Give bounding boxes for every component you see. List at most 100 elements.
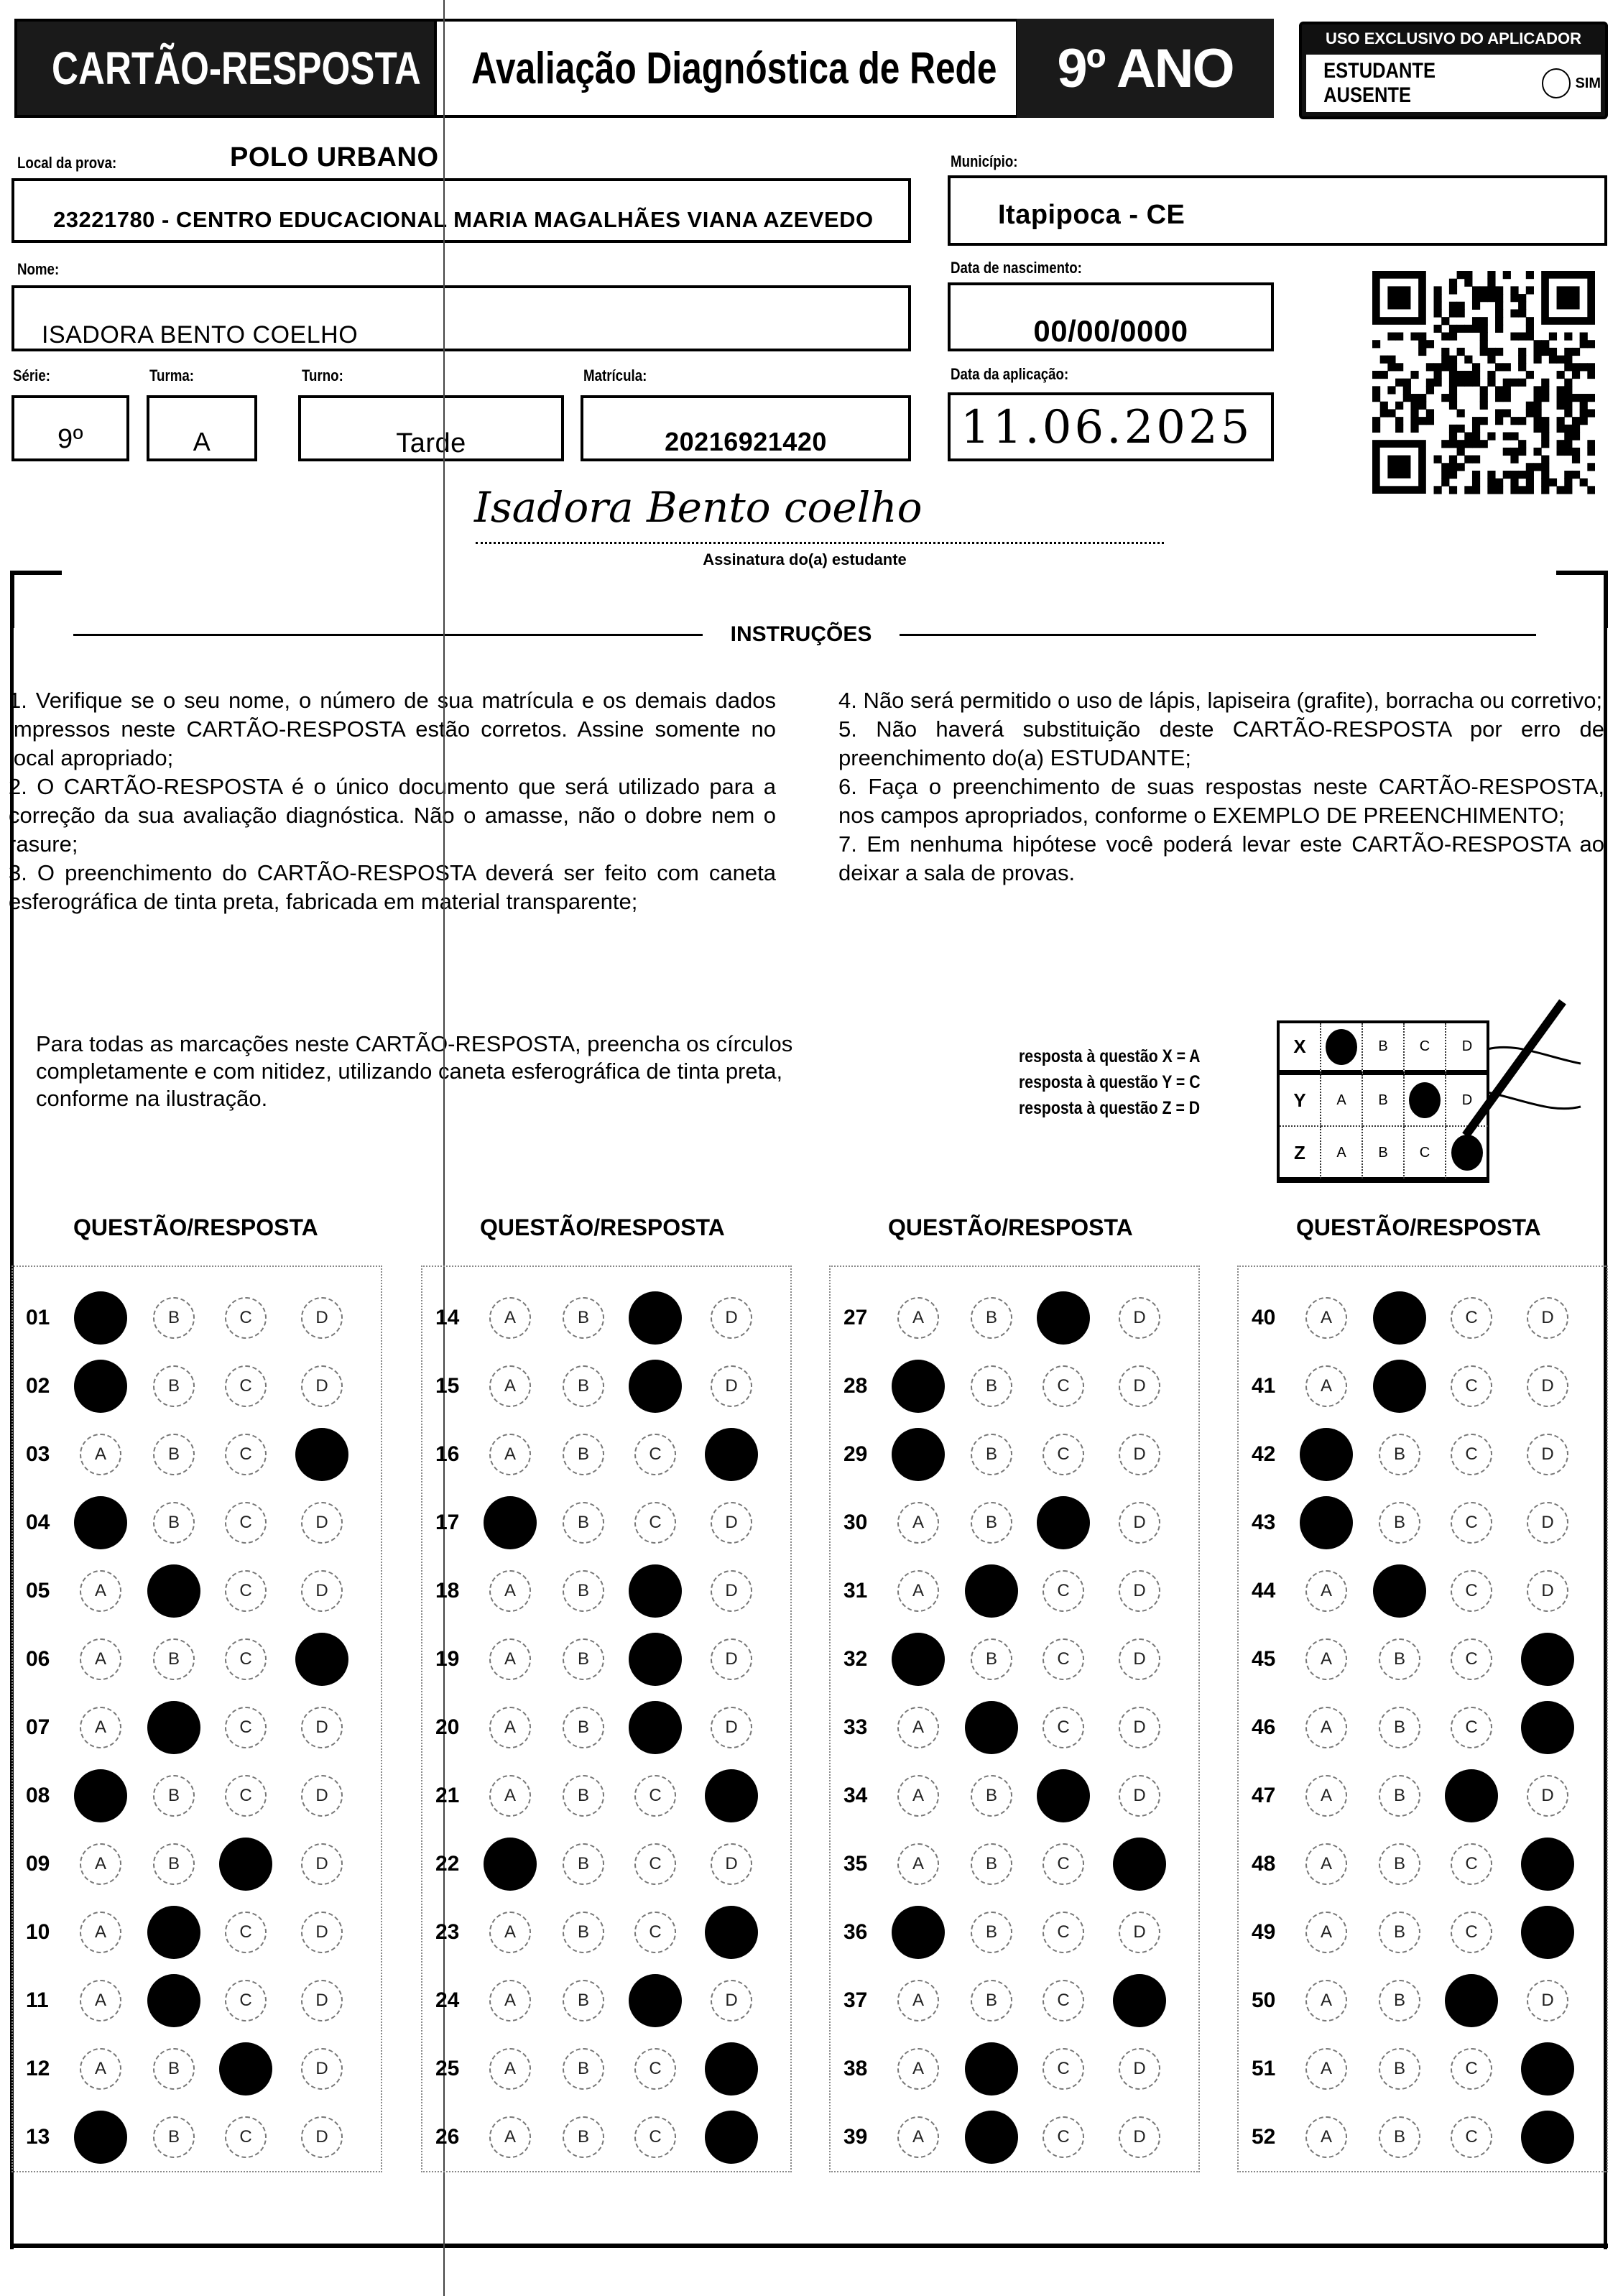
answer-bubble[interactable]: B [563,1912,604,1953]
answer-bubble-filled[interactable]: C [629,1701,682,1754]
answer-bubble[interactable]: B [971,1502,1012,1544]
answer-bubble[interactable]: C [1451,1912,1492,1953]
answer-bubble[interactable]: D [301,1365,343,1407]
answer-bubble[interactable]: A [1305,1912,1347,1953]
answer-bubble[interactable]: D [1119,1365,1160,1407]
answer-bubble-filled[interactable]: A [892,1428,945,1481]
answer-bubble[interactable]: B [153,1297,195,1339]
answer-bubble-filled[interactable]: C [1037,1769,1090,1822]
answer-bubble-filled[interactable]: A [892,1633,945,1686]
answer-bubble[interactable]: D [1527,1502,1568,1544]
answer-bubble[interactable]: C [1451,2048,1492,2090]
answer-bubble[interactable]: C [1451,1570,1492,1612]
answer-bubble[interactable]: B [153,1775,195,1817]
answer-bubble-filled[interactable]: D [705,2111,758,2164]
answer-bubble-filled[interactable]: A [74,1769,127,1822]
answer-bubble[interactable]: C [1043,1638,1084,1680]
answer-bubble[interactable]: B [971,1365,1012,1407]
answer-bubble[interactable]: C [1451,1707,1492,1748]
answer-bubble[interactable]: B [563,1638,604,1680]
answer-bubble-filled[interactable]: D [1521,2042,1574,2096]
answer-bubble[interactable]: D [1119,1707,1160,1748]
answer-bubble-filled[interactable]: D [705,1906,758,1959]
answer-bubble-filled[interactable]: A [892,1360,945,1413]
answer-bubble[interactable]: A [489,1775,531,1817]
answer-bubble[interactable]: A [489,1980,531,2021]
answer-bubble-filled[interactable]: B [147,1701,200,1754]
answer-bubble[interactable]: A [489,1638,531,1680]
answer-bubble-filled[interactable]: B [965,1564,1018,1618]
answer-bubble[interactable]: A [897,1843,939,1885]
answer-bubble-filled[interactable]: C [1037,1496,1090,1549]
answer-bubble[interactable]: D [1119,1775,1160,1817]
answer-bubble[interactable]: A [1305,1365,1347,1407]
answer-bubble[interactable]: D [301,1570,343,1612]
answer-bubble[interactable]: A [1305,1843,1347,1885]
answer-bubble-filled[interactable]: D [295,1633,348,1686]
answer-bubble[interactable]: D [1119,1502,1160,1544]
answer-bubble-filled[interactable]: B [1373,1360,1426,1413]
answer-bubble[interactable]: C [1043,2048,1084,2090]
answer-bubble[interactable]: C [225,2116,267,2158]
answer-bubble-filled[interactable]: B [147,1974,200,2027]
answer-bubble[interactable]: D [301,2048,343,2090]
answer-bubble[interactable]: C [225,1365,267,1407]
answer-bubble[interactable]: C [225,1570,267,1612]
answer-bubble[interactable]: C [1451,1502,1492,1544]
answer-bubble-filled[interactable]: D [1521,1906,1574,1959]
answer-bubble[interactable]: B [153,1365,195,1407]
answer-bubble[interactable]: A [1305,1570,1347,1612]
answer-bubble-filled[interactable]: C [1445,1974,1498,2027]
answer-bubble[interactable]: C [225,1297,267,1339]
answer-bubble[interactable]: A [1305,2116,1347,2158]
answer-bubble[interactable]: B [971,1638,1012,1680]
answer-bubble[interactable]: A [80,1570,121,1612]
answer-bubble[interactable]: A [897,1570,939,1612]
answer-bubble[interactable]: D [301,1843,343,1885]
answer-bubble[interactable]: D [711,1707,752,1748]
answer-bubble[interactable]: A [489,1365,531,1407]
answer-bubble[interactable]: B [1379,1912,1420,1953]
answer-bubble[interactable]: B [1379,1775,1420,1817]
answer-bubble[interactable]: C [634,1843,676,1885]
answer-bubble-filled[interactable]: C [1037,1291,1090,1345]
answer-bubble[interactable]: B [153,1502,195,1544]
answer-bubble[interactable]: A [1305,1297,1347,1339]
answer-bubble-filled[interactable]: A [74,1360,127,1413]
answer-bubble[interactable]: D [301,1707,343,1748]
answer-bubble[interactable]: B [153,2116,195,2158]
answer-bubble[interactable]: C [1043,1570,1084,1612]
answer-bubble[interactable]: C [225,1980,267,2021]
answer-bubble[interactable]: B [1379,1638,1420,1680]
answer-bubble[interactable]: C [1451,1365,1492,1407]
answer-bubble[interactable]: B [971,1980,1012,2021]
answer-bubble[interactable]: C [225,1775,267,1817]
answer-bubble[interactable]: C [225,1912,267,1953]
absent-checkbox[interactable] [1541,68,1571,98]
answer-bubble[interactable]: B [563,1570,604,1612]
answer-bubble[interactable]: A [1305,1775,1347,1817]
answer-bubble-filled[interactable]: C [629,1974,682,2027]
answer-bubble-filled[interactable]: D [1521,1701,1574,1754]
answer-bubble-filled[interactable]: D [1521,1838,1574,1891]
answer-bubble[interactable]: C [1451,1843,1492,1885]
answer-bubble[interactable]: B [971,1297,1012,1339]
answer-bubble[interactable]: D [301,1775,343,1817]
answer-bubble-filled[interactable]: A [892,1906,945,1959]
answer-bubble[interactable]: B [1379,1843,1420,1885]
answer-bubble[interactable]: A [489,2116,531,2158]
answer-bubble[interactable]: C [634,2048,676,2090]
answer-bubble[interactable]: A [897,1707,939,1748]
answer-bubble-filled[interactable]: D [295,1428,348,1481]
answer-bubble[interactable]: D [1527,1434,1568,1475]
answer-bubble[interactable]: B [563,1502,604,1544]
answer-bubble[interactable]: C [1043,1707,1084,1748]
answer-bubble[interactable]: B [1379,1980,1420,2021]
answer-bubble[interactable]: A [1305,1638,1347,1680]
answer-bubble[interactable]: B [563,2048,604,2090]
answer-bubble-filled[interactable]: B [1373,1564,1426,1618]
answer-bubble[interactable]: D [1527,1980,1568,2021]
answer-bubble[interactable]: B [1379,1707,1420,1748]
answer-bubble-filled[interactable]: C [629,1564,682,1618]
answer-bubble-filled[interactable]: D [1521,2111,1574,2164]
